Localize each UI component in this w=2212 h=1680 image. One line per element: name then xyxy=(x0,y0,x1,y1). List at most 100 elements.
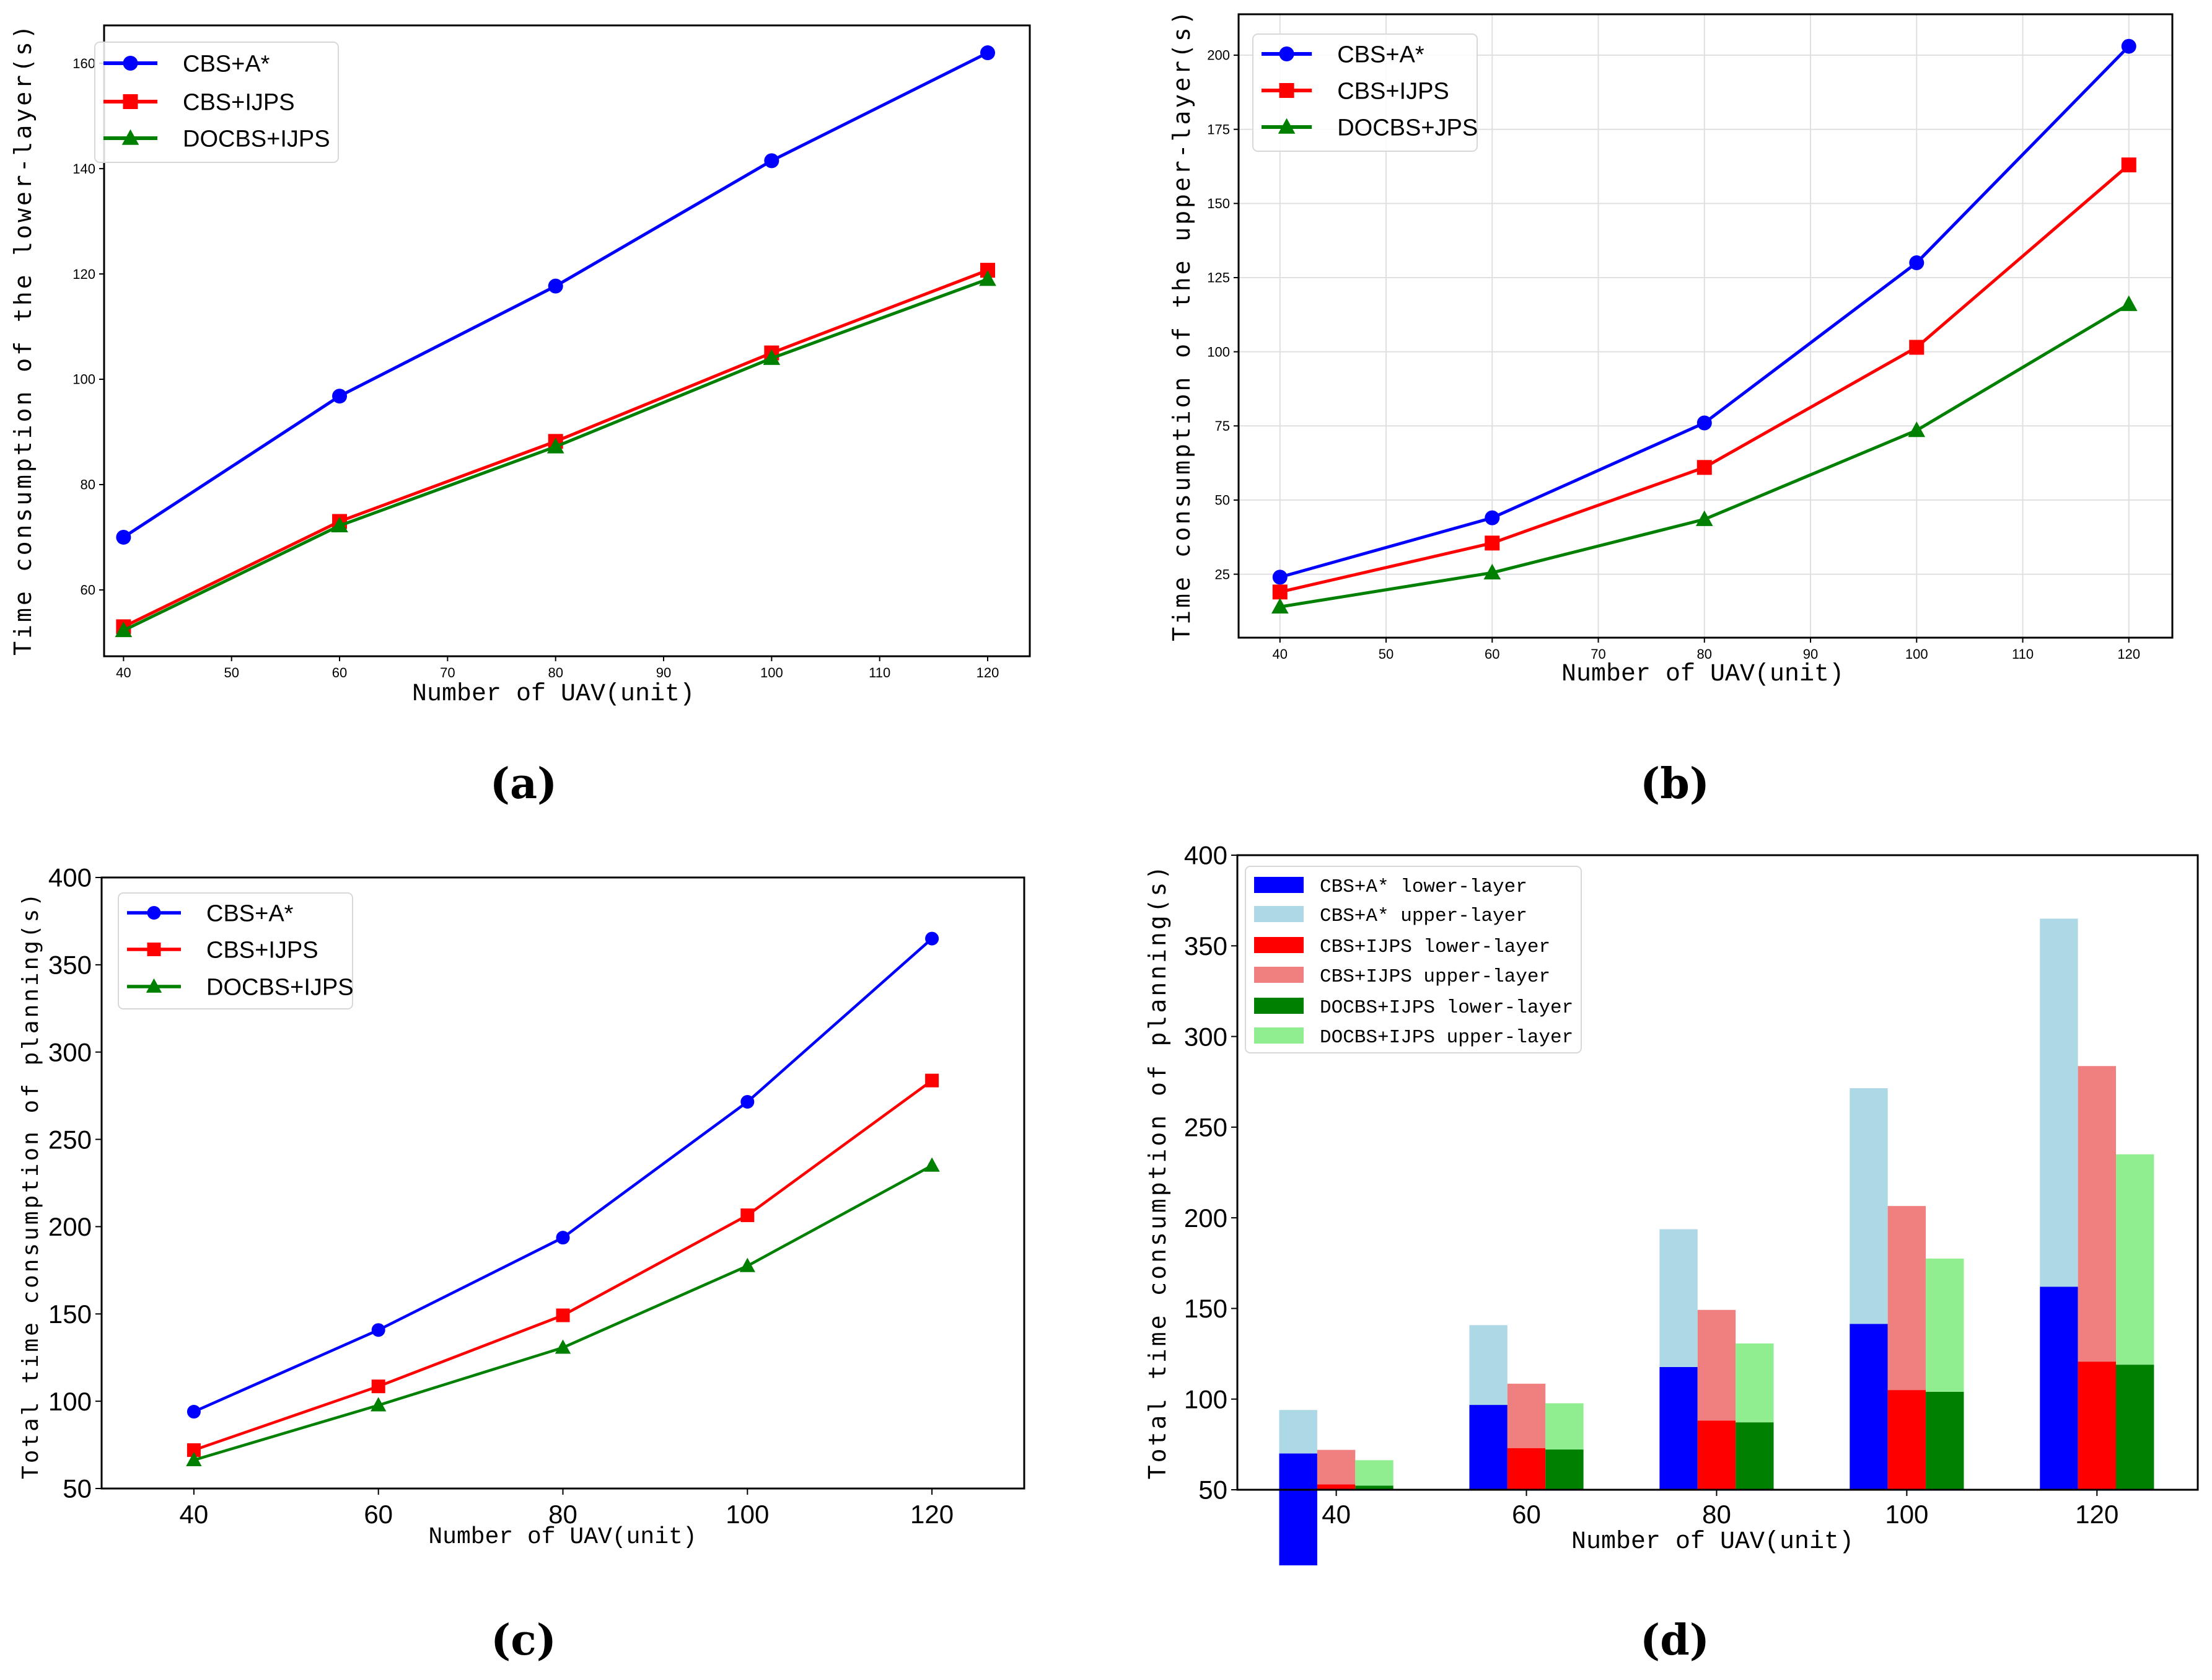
y-tick-label: 125 xyxy=(1207,270,1230,286)
x-tick-label: 40 xyxy=(116,665,131,680)
caption-c-text: (c) xyxy=(491,1616,556,1665)
x-tick-label: 100 xyxy=(1905,646,1928,662)
y-tick-label: 250 xyxy=(1184,1113,1227,1142)
caption-a: (a) xyxy=(490,759,557,809)
y-tick-label: 100 xyxy=(1207,344,1230,359)
caption-d: (d) xyxy=(1640,1616,1709,1665)
y-tick-label: 150 xyxy=(1207,196,1230,211)
x-tick-label: 100 xyxy=(726,1500,769,1529)
bar-lower-layer xyxy=(1736,1422,1774,1490)
legend-marker xyxy=(1279,83,1294,98)
data-point xyxy=(764,153,779,169)
bar-lower-layer xyxy=(1545,1449,1584,1490)
x-tick-label: 50 xyxy=(1379,646,1393,662)
data-point xyxy=(332,389,348,404)
legend-label: CBS+A* xyxy=(1337,42,1424,68)
data-point xyxy=(2120,295,2138,311)
bar-upper-layer xyxy=(1697,1309,1736,1421)
legend-marker xyxy=(147,943,161,956)
x-tick-label: 80 xyxy=(548,665,563,680)
y-tick-label: 350 xyxy=(1184,931,1227,961)
y-tick-label: 250 xyxy=(48,1125,92,1154)
data-point xyxy=(548,278,563,294)
y-tick-label: 150 xyxy=(48,1300,92,1329)
legend-label: CBS+IJPS xyxy=(206,938,318,964)
x-tick-label: 120 xyxy=(910,1500,954,1529)
y-tick-label: 80 xyxy=(81,477,95,493)
axes-frame xyxy=(1236,854,2199,1491)
legend-marker xyxy=(121,129,139,145)
data-point xyxy=(115,621,133,638)
bar-lower-layer xyxy=(1279,1453,1317,1565)
x-tick-label: 80 xyxy=(548,1500,577,1529)
legend-label: DOCBS+IJPS lower-layer xyxy=(1320,997,1573,1019)
data-point xyxy=(187,1405,201,1419)
chart-c: 50 100 150 200 250 300 350 400 40 60 80 100 120 Numbe… xyxy=(18,863,1025,1550)
legend-label: DOCBS+IJPS upper-layer xyxy=(1320,1027,1573,1049)
y-tick-label: 25 xyxy=(1215,566,1230,582)
x-tick-label: 70 xyxy=(440,665,455,680)
series-line xyxy=(123,278,988,632)
legend-swatch xyxy=(1254,937,1304,953)
y-tick-label: 400 xyxy=(48,863,92,892)
y-tick-label: 60 xyxy=(81,583,95,598)
legend-marker xyxy=(1279,46,1294,61)
data-point xyxy=(763,349,781,365)
x-tick-label: 70 xyxy=(1591,646,1605,662)
legend-swatch xyxy=(1254,967,1304,983)
legend-swatch xyxy=(1254,1027,1304,1044)
data-point xyxy=(1696,460,1712,475)
bar-lower-layer xyxy=(1659,1366,1698,1490)
data-point xyxy=(1272,584,1288,600)
axes-frame xyxy=(100,876,1025,1490)
y-tick-label: 160 xyxy=(72,56,95,71)
bars xyxy=(1279,918,2154,1565)
x-tick-label: 90 xyxy=(1803,646,1818,662)
chart-d: 50 100 150 200 250 300 350 400 40 60 80 100 120 Numbe… xyxy=(1144,841,2199,1565)
bar-upper-layer xyxy=(2078,1066,2117,1362)
x-tick-label: 40 xyxy=(180,1500,209,1529)
caption-b: (b) xyxy=(1640,759,1709,809)
bar-upper-layer xyxy=(1545,1403,1584,1450)
y-tick-label: 300 xyxy=(48,1037,92,1066)
bar-upper-layer xyxy=(1279,1410,1317,1454)
bar-upper-layer xyxy=(1736,1343,1774,1423)
data-point xyxy=(1272,570,1288,585)
legend-label: DOCBS+IJPS xyxy=(183,126,330,152)
x-axis-label: Number of UAV(unit) xyxy=(1561,661,1844,688)
bar-lower-layer xyxy=(2078,1361,2117,1490)
data-point xyxy=(186,1451,202,1466)
bar-upper-layer xyxy=(1887,1206,1926,1391)
series-0 xyxy=(116,45,996,545)
y-tick-label: 175 xyxy=(1207,121,1230,137)
bar-lower-layer xyxy=(1887,1390,1926,1490)
bar-upper-layer xyxy=(2116,1154,2154,1365)
y-axis-label: Time consumption of the upper-layer(s) xyxy=(1168,8,1195,641)
y-tick-label: 50 xyxy=(1215,493,1230,508)
legend-label: CBS+A* xyxy=(183,51,270,77)
y-tick-label: 350 xyxy=(48,951,92,980)
bar-upper-layer xyxy=(1507,1383,1546,1448)
y-tick-label: 100 xyxy=(1184,1384,1227,1414)
series-2 xyxy=(186,1157,940,1466)
data-point xyxy=(1696,415,1712,431)
y-axis-label: Total time consumption of planning(s) xyxy=(1144,863,1171,1479)
y-tick-label: 400 xyxy=(1184,841,1227,870)
series-line xyxy=(193,1079,933,1452)
y-tick-label: 140 xyxy=(72,161,95,177)
bar-upper-layer xyxy=(1926,1258,1964,1392)
legend-swatch xyxy=(1254,877,1304,893)
bar-lower-layer xyxy=(1355,1485,1393,1490)
legend-marker xyxy=(146,978,162,993)
bar-upper-layer xyxy=(2040,918,2078,1287)
bar-lower-layer xyxy=(1850,1324,1888,1490)
data-point xyxy=(925,931,939,946)
legend-marker xyxy=(123,56,138,71)
legend-label: CBS+A* xyxy=(206,901,294,927)
bar-upper-layer xyxy=(1469,1325,1508,1405)
data-point xyxy=(1485,535,1500,551)
data-point xyxy=(1271,597,1289,614)
bar-lower-layer xyxy=(1697,1420,1736,1490)
y-tick-label: 300 xyxy=(1184,1022,1227,1051)
